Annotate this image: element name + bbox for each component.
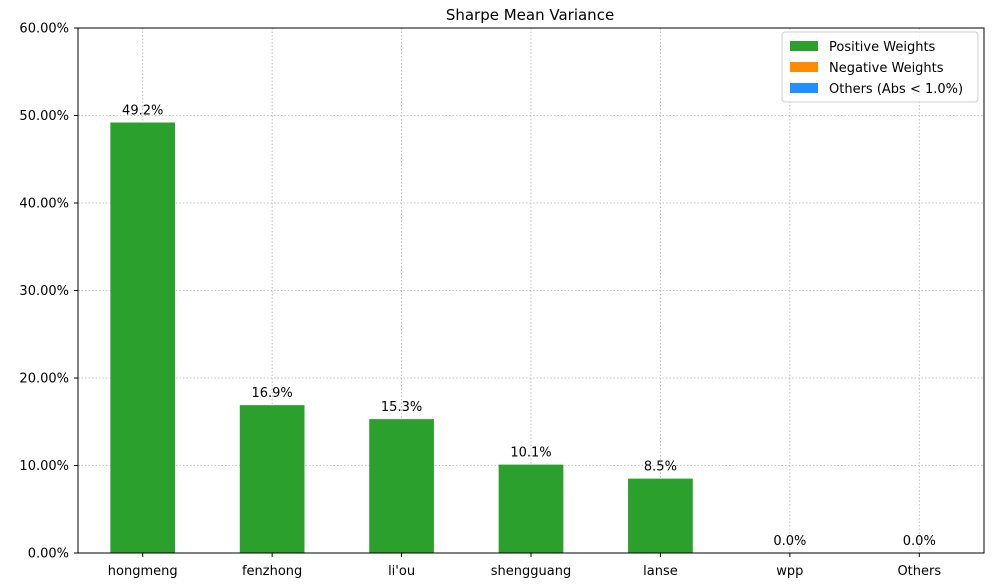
x-tick-label: Others (897, 564, 941, 579)
data-label: 0.0% (773, 534, 806, 549)
data-label: 8.5% (644, 460, 677, 475)
legend-swatch (790, 41, 818, 51)
x-tick-label: hongmeng (108, 564, 178, 579)
y-tick-label: 40.00% (19, 197, 69, 212)
legend-label: Negative Weights (829, 61, 944, 76)
y-tick-label: 30.00% (19, 284, 69, 299)
y-tick-label: 10.00% (19, 459, 69, 474)
bar (110, 122, 176, 553)
bars-group (110, 122, 693, 553)
legend: Positive Weights Negative Weights Others (… (781, 31, 979, 103)
bar (628, 478, 693, 553)
x-axis: hongmeng fenzhong li'ou shengguang lanse wpp O… (108, 553, 941, 579)
data-label: 10.1% (510, 446, 551, 461)
x-tick-label: fenzhong (242, 564, 302, 579)
y-axis: 0.00% 10.00% 20.00% 30.00% 40.00% 50.00% 60.00… (19, 22, 78, 562)
data-labels-group: 49.2% 16.9% 15.3% 10.1% 8.5% 0.0% 0.0% (122, 104, 936, 550)
bar (239, 405, 305, 553)
y-tick-label: 20.00% (19, 372, 69, 387)
y-tick-label: 0.00% (28, 547, 69, 562)
legend-swatch (790, 62, 818, 72)
legend-label: Positive Weights (829, 40, 936, 55)
bar (369, 419, 434, 553)
legend-box (781, 31, 979, 103)
y-tick-label: 50.00% (19, 109, 69, 124)
x-tick-label: li'ou (388, 564, 415, 579)
data-label: 16.9% (251, 386, 292, 401)
x-tick-label: lanse (643, 564, 678, 579)
data-label: 0.0% (903, 534, 936, 549)
chart-title: Sharpe Mean Variance (446, 6, 614, 24)
x-tick-label: shengguang (491, 564, 571, 579)
legend-swatch (790, 83, 818, 93)
x-tick-label: wpp (776, 564, 803, 579)
y-tick-label: 60.00% (19, 22, 69, 37)
data-label: 15.3% (381, 400, 422, 415)
data-label: 49.2% (122, 104, 163, 119)
bar (498, 464, 564, 553)
legend-label: Others (Abs < 1.0%) (829, 82, 963, 97)
